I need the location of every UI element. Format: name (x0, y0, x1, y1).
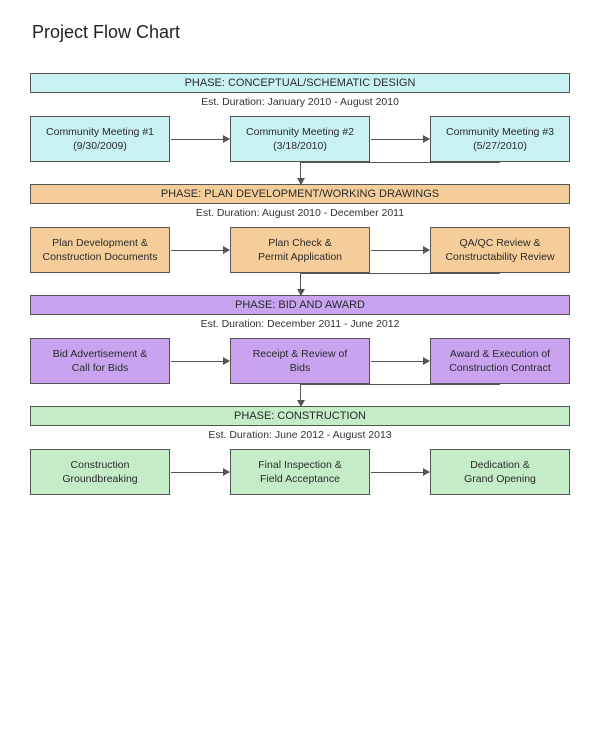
box-line: Call for Bids (72, 361, 129, 375)
box-line: Plan Development & (52, 236, 148, 250)
box-1-3: Community Meeting #3 (5/27/2010) (430, 116, 570, 162)
arrow-right-icon (371, 139, 429, 140)
arrow-right-icon (371, 250, 429, 251)
box-line: (3/18/2010) (273, 139, 327, 153)
box-line: Community Meeting #3 (446, 125, 554, 139)
box-3-1: Bid Advertisement & Call for Bids (30, 338, 170, 384)
box-2-2: Plan Check & Permit Application (230, 227, 370, 273)
box-line: Final Inspection & (258, 458, 341, 472)
box-line: Groundbreaking (62, 472, 137, 486)
box-line: Bids (290, 361, 310, 375)
box-line: Grand Opening (464, 472, 536, 486)
phase-header-2: PHASE: PLAN DEVELOPMENT/WORKING DRAWINGS (30, 184, 570, 204)
box-line: Bid Advertisement & (53, 347, 148, 361)
box-4-2: Final Inspection & Field Acceptance (230, 449, 370, 495)
arrow-right-icon (171, 361, 229, 362)
box-4-3: Dedication & Grand Opening (430, 449, 570, 495)
phase-row-3: Bid Advertisement & Call for Bids Receip… (30, 338, 570, 384)
arrow-down-icon (30, 273, 570, 295)
box-3-2: Receipt & Review of Bids (230, 338, 370, 384)
box-line: Community Meeting #1 (46, 125, 154, 139)
box-4-1: Construction Groundbreaking (30, 449, 170, 495)
phase-row-2: Plan Development & Construction Document… (30, 227, 570, 273)
box-line: Receipt & Review of (253, 347, 348, 361)
arrow-right-icon (171, 472, 229, 473)
box-line: Constructability Review (445, 250, 554, 264)
phase-duration-4: Est. Duration: June 2012 - August 2013 (30, 426, 570, 449)
box-line: Construction Contract (449, 361, 551, 375)
phase-row-4: Construction Groundbreaking Final Inspec… (30, 449, 570, 495)
arrow-right-icon (171, 139, 229, 140)
box-line: Construction (71, 458, 130, 472)
phase-header-3: PHASE: BID AND AWARD (30, 295, 570, 315)
box-line: QA/QC Review & (459, 236, 540, 250)
box-line: Dedication & (470, 458, 530, 472)
box-line: Award & Execution of (450, 347, 550, 361)
phase-header-4: PHASE: CONSTRUCTION (30, 406, 570, 426)
box-line: Field Acceptance (260, 472, 340, 486)
box-line: (5/27/2010) (473, 139, 527, 153)
box-line: Permit Application (258, 250, 342, 264)
phase-header-1: PHASE: CONCEPTUAL/SCHEMATIC DESIGN (30, 73, 570, 93)
page-title: Project Flow Chart (32, 22, 570, 43)
box-line: (9/30/2009) (73, 139, 127, 153)
box-line: Community Meeting #2 (246, 125, 354, 139)
arrow-down-icon (30, 384, 570, 406)
arrow-right-icon (371, 361, 429, 362)
box-2-1: Plan Development & Construction Document… (30, 227, 170, 273)
box-2-3: QA/QC Review & Constructability Review (430, 227, 570, 273)
box-3-3: Award & Execution of Construction Contra… (430, 338, 570, 384)
box-line: Construction Documents (43, 250, 158, 264)
arrow-right-icon (171, 250, 229, 251)
phase-duration-1: Est. Duration: January 2010 - August 201… (30, 93, 570, 116)
arrow-down-icon (30, 162, 570, 184)
box-1-2: Community Meeting #2 (3/18/2010) (230, 116, 370, 162)
phase-duration-2: Est. Duration: August 2010 - December 20… (30, 204, 570, 227)
arrow-right-icon (371, 472, 429, 473)
phase-duration-3: Est. Duration: December 2011 - June 2012 (30, 315, 570, 338)
box-1-1: Community Meeting #1 (9/30/2009) (30, 116, 170, 162)
box-line: Plan Check & (268, 236, 332, 250)
phase-row-1: Community Meeting #1 (9/30/2009) Communi… (30, 116, 570, 162)
